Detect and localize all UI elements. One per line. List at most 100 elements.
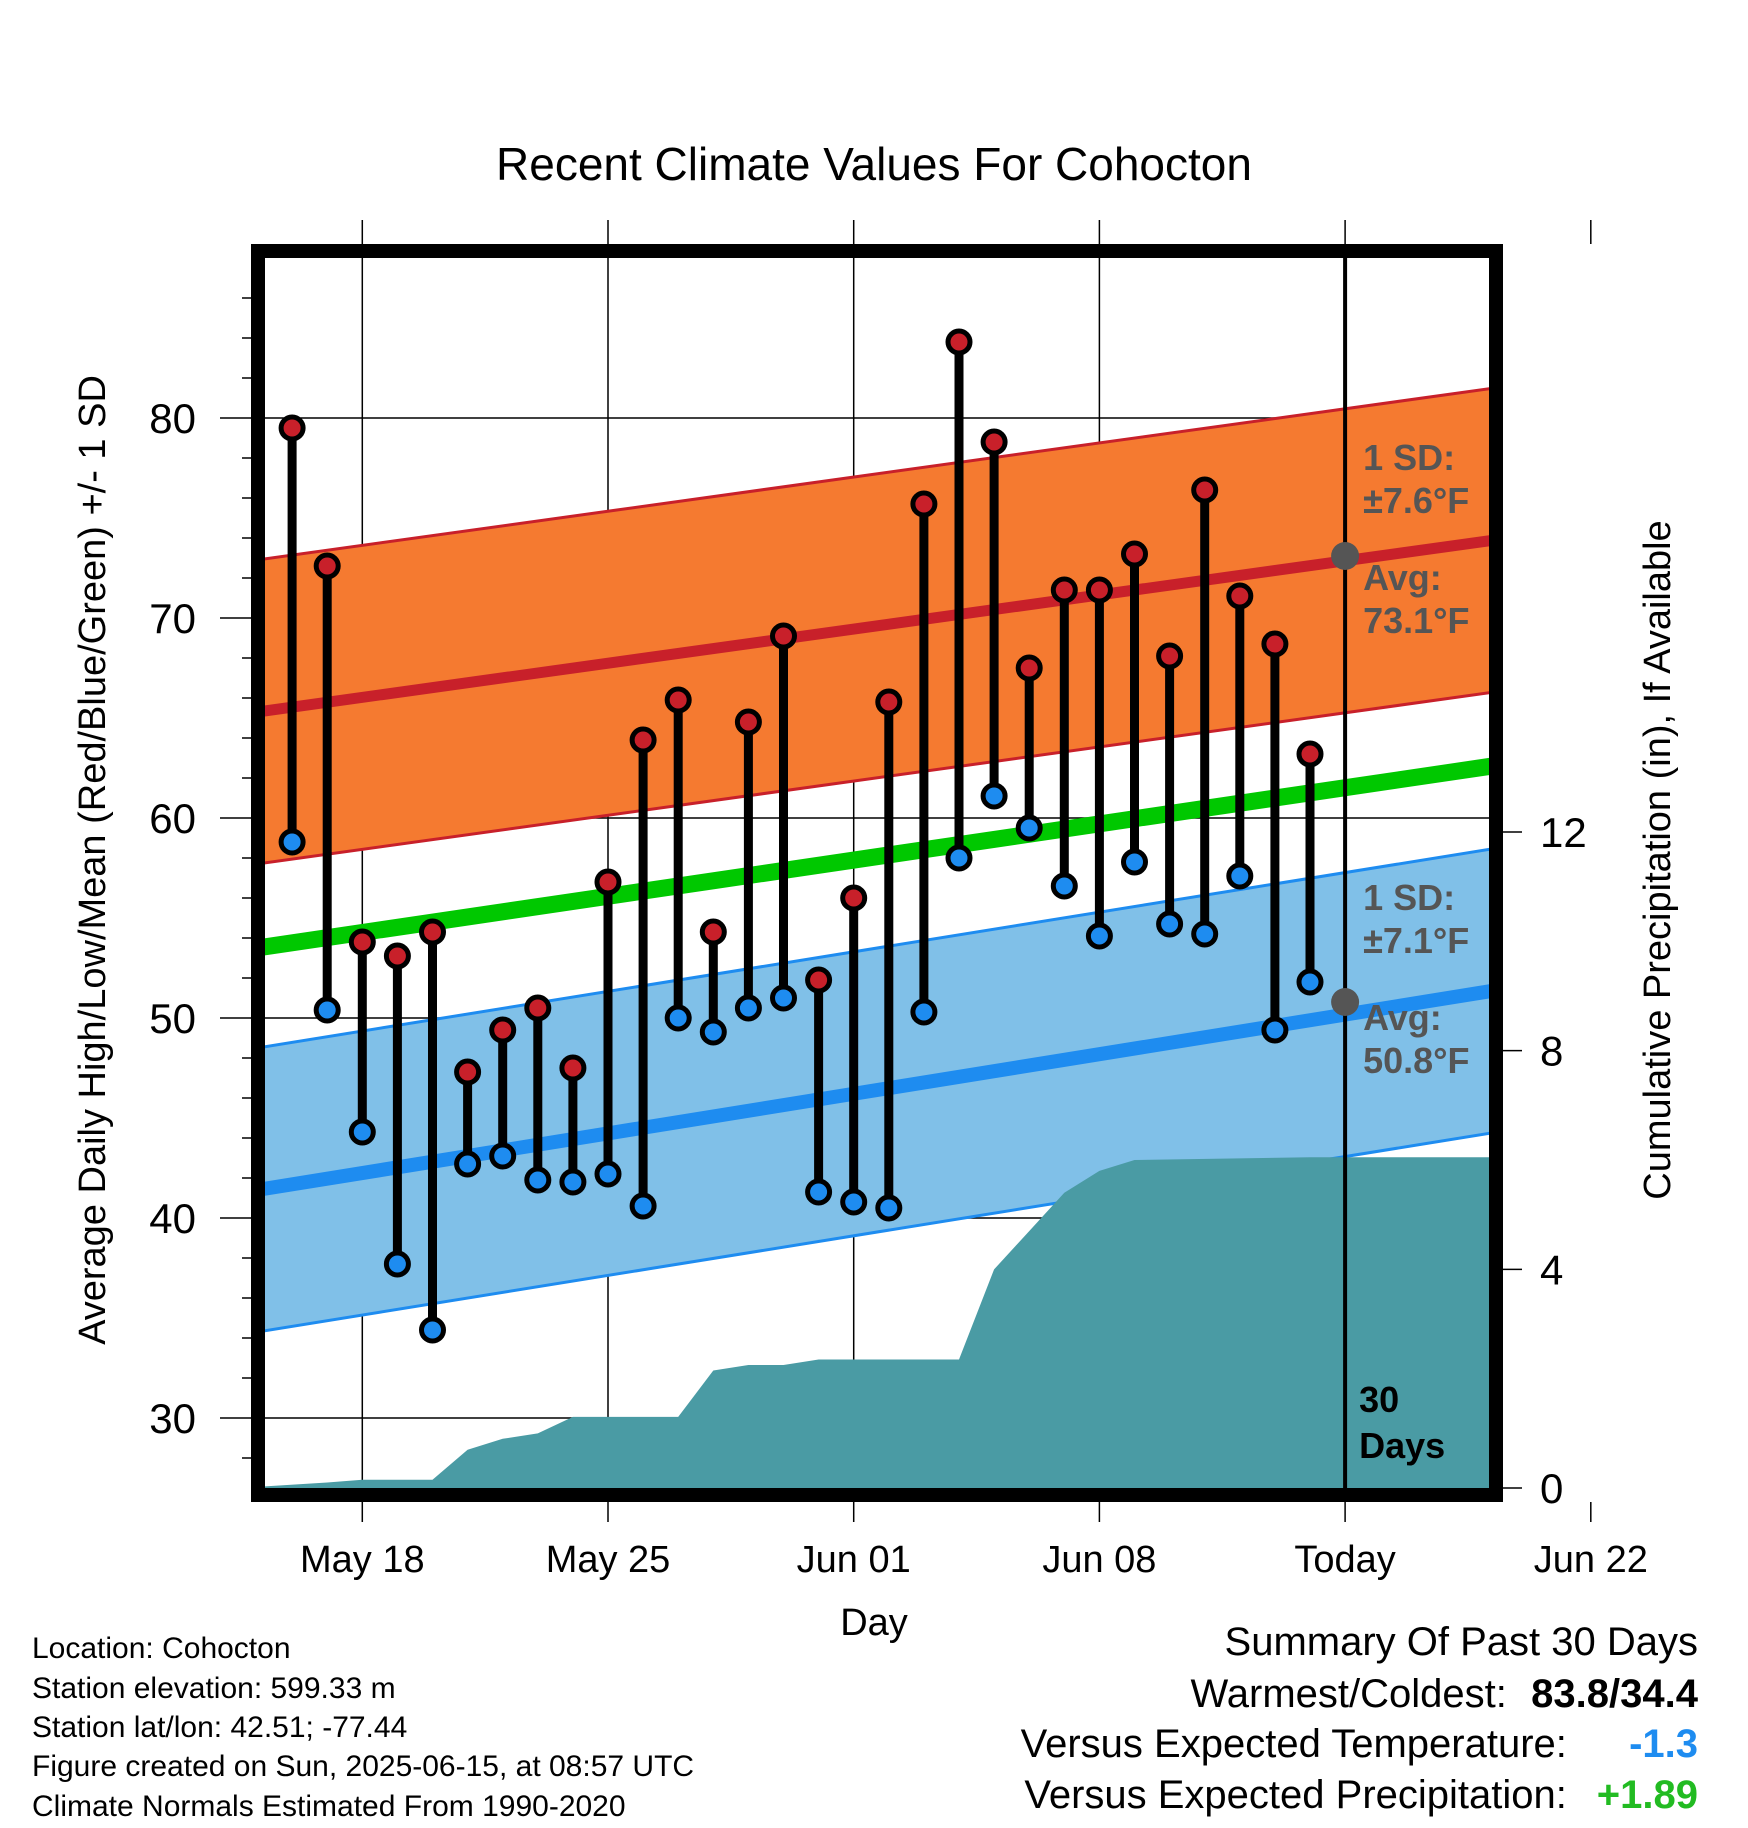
high-temp-point bbox=[664, 686, 692, 714]
precip-label: Versus Expected Precipitation: bbox=[1024, 1773, 1567, 1817]
low-temp-point bbox=[383, 1250, 411, 1278]
high-temp-point bbox=[1191, 476, 1219, 504]
precipitation-area bbox=[265, 1157, 1489, 1488]
normals-text: Climate Normals Estimated From 1990-2020 bbox=[32, 1790, 626, 1823]
high-temp-point bbox=[594, 868, 622, 896]
warm-cold-label: Warmest/Coldest: bbox=[1190, 1672, 1507, 1716]
low-temp-point bbox=[980, 782, 1008, 810]
precip-value: +1.89 bbox=[1596, 1773, 1698, 1817]
low-temp-point bbox=[278, 828, 306, 856]
y-tick-label: 30 bbox=[149, 1395, 196, 1442]
mean-normal-line bbox=[265, 757, 1489, 956]
high-temp-point bbox=[489, 1016, 517, 1044]
high-normal-line bbox=[265, 535, 1489, 717]
created-text: Figure created on Sun, 2025-06-15, at 08… bbox=[32, 1750, 695, 1783]
low-temp-point bbox=[1261, 1016, 1289, 1044]
x-tick-label: Today bbox=[1294, 1539, 1395, 1581]
low-temp-point bbox=[805, 1178, 833, 1206]
low-temp-point bbox=[1191, 920, 1219, 948]
x-tick-label: May 25 bbox=[546, 1539, 671, 1581]
x-tick-label: Jun 22 bbox=[1534, 1539, 1648, 1581]
low-temp-point bbox=[594, 1160, 622, 1188]
summary-warm-cold: Warmest/Coldest: 83.8/34.4 bbox=[1191, 1672, 1699, 1717]
summary-precip: Versus Expected Precipitation: +1.89 bbox=[1024, 1773, 1698, 1818]
summary-title: Summary Of Past 30 Days bbox=[1224, 1620, 1698, 1664]
high-temp-point bbox=[875, 688, 903, 716]
low-temp-point bbox=[1156, 910, 1184, 938]
y-tick-label: 50 bbox=[149, 995, 196, 1042]
summary-temp: Versus Expected Temperature: -1.3 bbox=[1021, 1722, 1698, 1767]
low-temp-point bbox=[419, 1316, 446, 1344]
warm-cold-value: 83.8/34.4 bbox=[1531, 1672, 1698, 1716]
low-temp-point bbox=[313, 996, 341, 1024]
low-temp-point bbox=[770, 984, 797, 1012]
plot-area: 1 SD: ±7.6°F Avg: 73.1°F 1 SD: ±7.1°F Avg: 50.8… bbox=[149, 220, 1648, 1581]
high-temp-point bbox=[348, 928, 376, 956]
low-temp-point bbox=[1296, 968, 1324, 996]
high-temp-point bbox=[910, 490, 938, 518]
high-temp-point bbox=[699, 918, 727, 946]
temp-label: Versus Expected Temperature: bbox=[1020, 1722, 1567, 1766]
high-temp-point bbox=[454, 1058, 482, 1086]
low-temp-point bbox=[629, 1192, 657, 1220]
high-temp-point bbox=[770, 622, 797, 650]
low-temp-point bbox=[1121, 848, 1148, 876]
low-sd-annotation: 1 SD: ±7.1°F bbox=[1363, 877, 1469, 961]
elevation-text: Station elevation: 599.33 m bbox=[32, 1672, 396, 1705]
y-tick-label: 80 bbox=[149, 395, 196, 442]
low-sd-lower-edge bbox=[265, 1131, 1489, 1333]
temp-value: -1.3 bbox=[1629, 1722, 1698, 1766]
high-temp-point bbox=[1085, 576, 1113, 604]
x-tick-label: Jun 01 bbox=[797, 1539, 911, 1581]
x-tick-label: Jun 08 bbox=[1042, 1539, 1156, 1581]
y-right-tick-label: 0 bbox=[1540, 1465, 1563, 1512]
high-temp-point bbox=[945, 328, 973, 356]
high-temp-point bbox=[1050, 576, 1078, 604]
high-temp-point bbox=[1226, 582, 1254, 610]
low-temp-point bbox=[734, 994, 762, 1022]
high-temp-point bbox=[840, 884, 868, 912]
low-temp-point bbox=[559, 1168, 587, 1196]
high-temp-point bbox=[313, 552, 341, 580]
y-right-tick-label: 8 bbox=[1540, 1028, 1563, 1075]
low-temp-point bbox=[664, 1004, 692, 1032]
low-temp-point bbox=[348, 1118, 376, 1146]
today-low-avg-marker bbox=[1331, 988, 1360, 1016]
period-annotation: 30 Days bbox=[1359, 1379, 1445, 1466]
high-sd-lower-edge bbox=[265, 691, 1489, 865]
high-temp-point bbox=[1261, 630, 1289, 658]
low-avg-annotation: Avg: 50.8°F bbox=[1363, 997, 1469, 1081]
y-right-tick-label: 12 bbox=[1540, 809, 1587, 856]
low-sd-upper-edge bbox=[265, 847, 1489, 1049]
chart-title: Recent Climate Values For Cohocton bbox=[496, 138, 1252, 190]
high-temp-point bbox=[524, 994, 552, 1022]
high-temp-point bbox=[1156, 642, 1184, 670]
high-temp-point bbox=[980, 428, 1008, 456]
location-text: Location: Cohocton bbox=[32, 1632, 291, 1665]
high-temp-point bbox=[559, 1054, 587, 1082]
high-temp-point bbox=[1015, 654, 1043, 682]
high-temp-point bbox=[1296, 740, 1324, 768]
low-temp-point bbox=[910, 998, 938, 1026]
low-temp-point bbox=[1015, 814, 1043, 842]
y-tick-label: 70 bbox=[149, 595, 196, 642]
high-temp-point bbox=[805, 966, 833, 994]
low-temp-point bbox=[945, 844, 973, 872]
low-temp-point bbox=[1085, 922, 1113, 950]
x-axis-label: Day bbox=[840, 1602, 908, 1644]
x-tick-label: May 18 bbox=[300, 1539, 425, 1581]
plot-frame bbox=[251, 244, 1503, 1502]
y-tick-label: 40 bbox=[149, 1195, 196, 1242]
y-axis-label-left: Average Daily High/Low/Mean (Red/Blue/Gr… bbox=[72, 375, 114, 1345]
low-temp-point bbox=[489, 1142, 517, 1170]
high-temp-point bbox=[734, 708, 762, 736]
high-temp-point bbox=[1121, 540, 1148, 568]
high-temp-point bbox=[419, 918, 446, 946]
y-tick-label: 60 bbox=[149, 795, 196, 842]
low-temp-point bbox=[524, 1166, 552, 1194]
low-temp-point bbox=[454, 1150, 482, 1178]
low-temp-point bbox=[1226, 862, 1254, 890]
y-right-tick-label: 4 bbox=[1540, 1246, 1563, 1293]
high-avg-annotation: Avg: 73.1°F bbox=[1363, 557, 1469, 641]
